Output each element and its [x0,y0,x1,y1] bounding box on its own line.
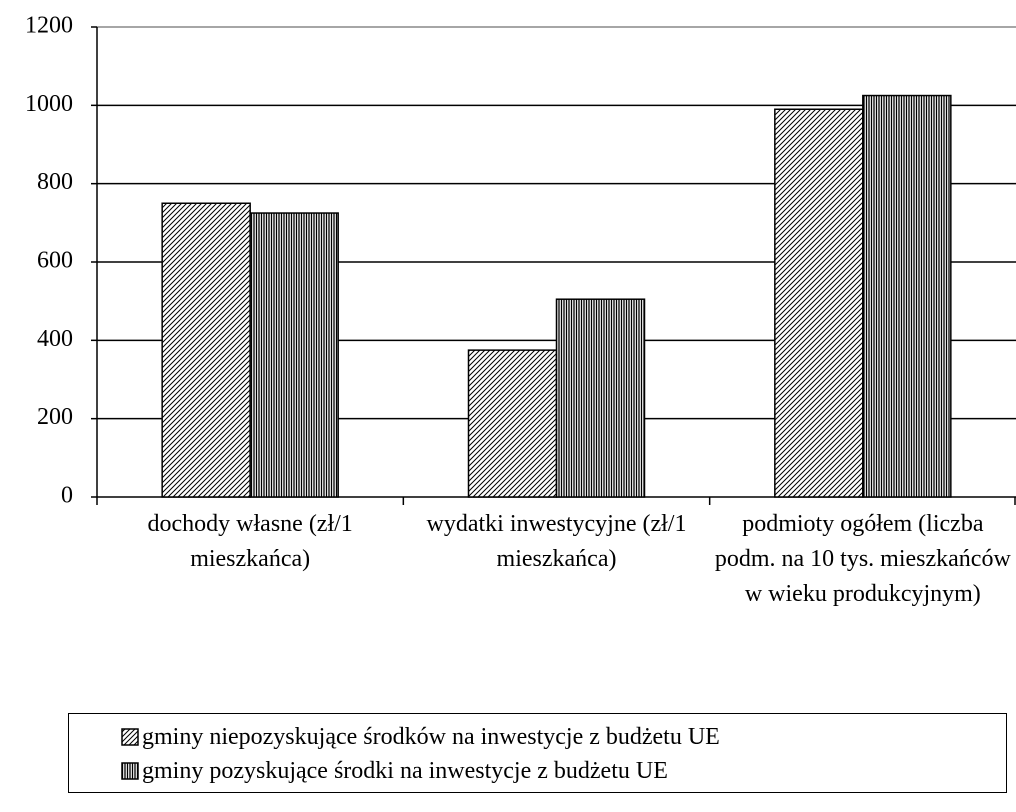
y-tick-label: 1000 [25,91,73,117]
legend: gminy niepozyskujące środków na inwestyc… [68,713,1007,793]
bar [555,298,646,498]
legend-label: gminy niepozyskujące środków na inwestyc… [142,723,720,750]
y-tick-label: 800 [37,169,73,195]
bar [862,94,952,498]
x-tick-label: wydatki inwestycyjne (zł/1 mieszkańca) [426,511,687,572]
x-tick-label: dochody własne (zł/1 mieszkańca) [147,511,353,572]
y-tick-label: 400 [37,326,73,352]
legend-label: gminy pozyskujące środki na inwestycje z… [142,757,668,784]
bar [467,349,558,498]
bar [161,202,251,498]
y-tick-label: 1200 [25,13,73,39]
chart: 0 200 400 600 800 1000 1200 [25,13,1016,509]
bar [774,108,864,498]
legend-swatch [121,762,139,780]
bar [249,212,339,498]
y-tick-label: 0 [61,483,73,509]
x-tick-label: podmioty ogółem (liczba podm. na 10 tys.… [714,511,1011,607]
legend-item: gminy niepozyskujące środków na inwestyc… [121,720,1006,754]
y-tick-label: 200 [37,404,73,430]
y-tick-label: 600 [37,248,73,274]
legend-item: gminy pozyskujące środki na inwestycje z… [121,754,1006,788]
legend-swatch [121,728,139,746]
